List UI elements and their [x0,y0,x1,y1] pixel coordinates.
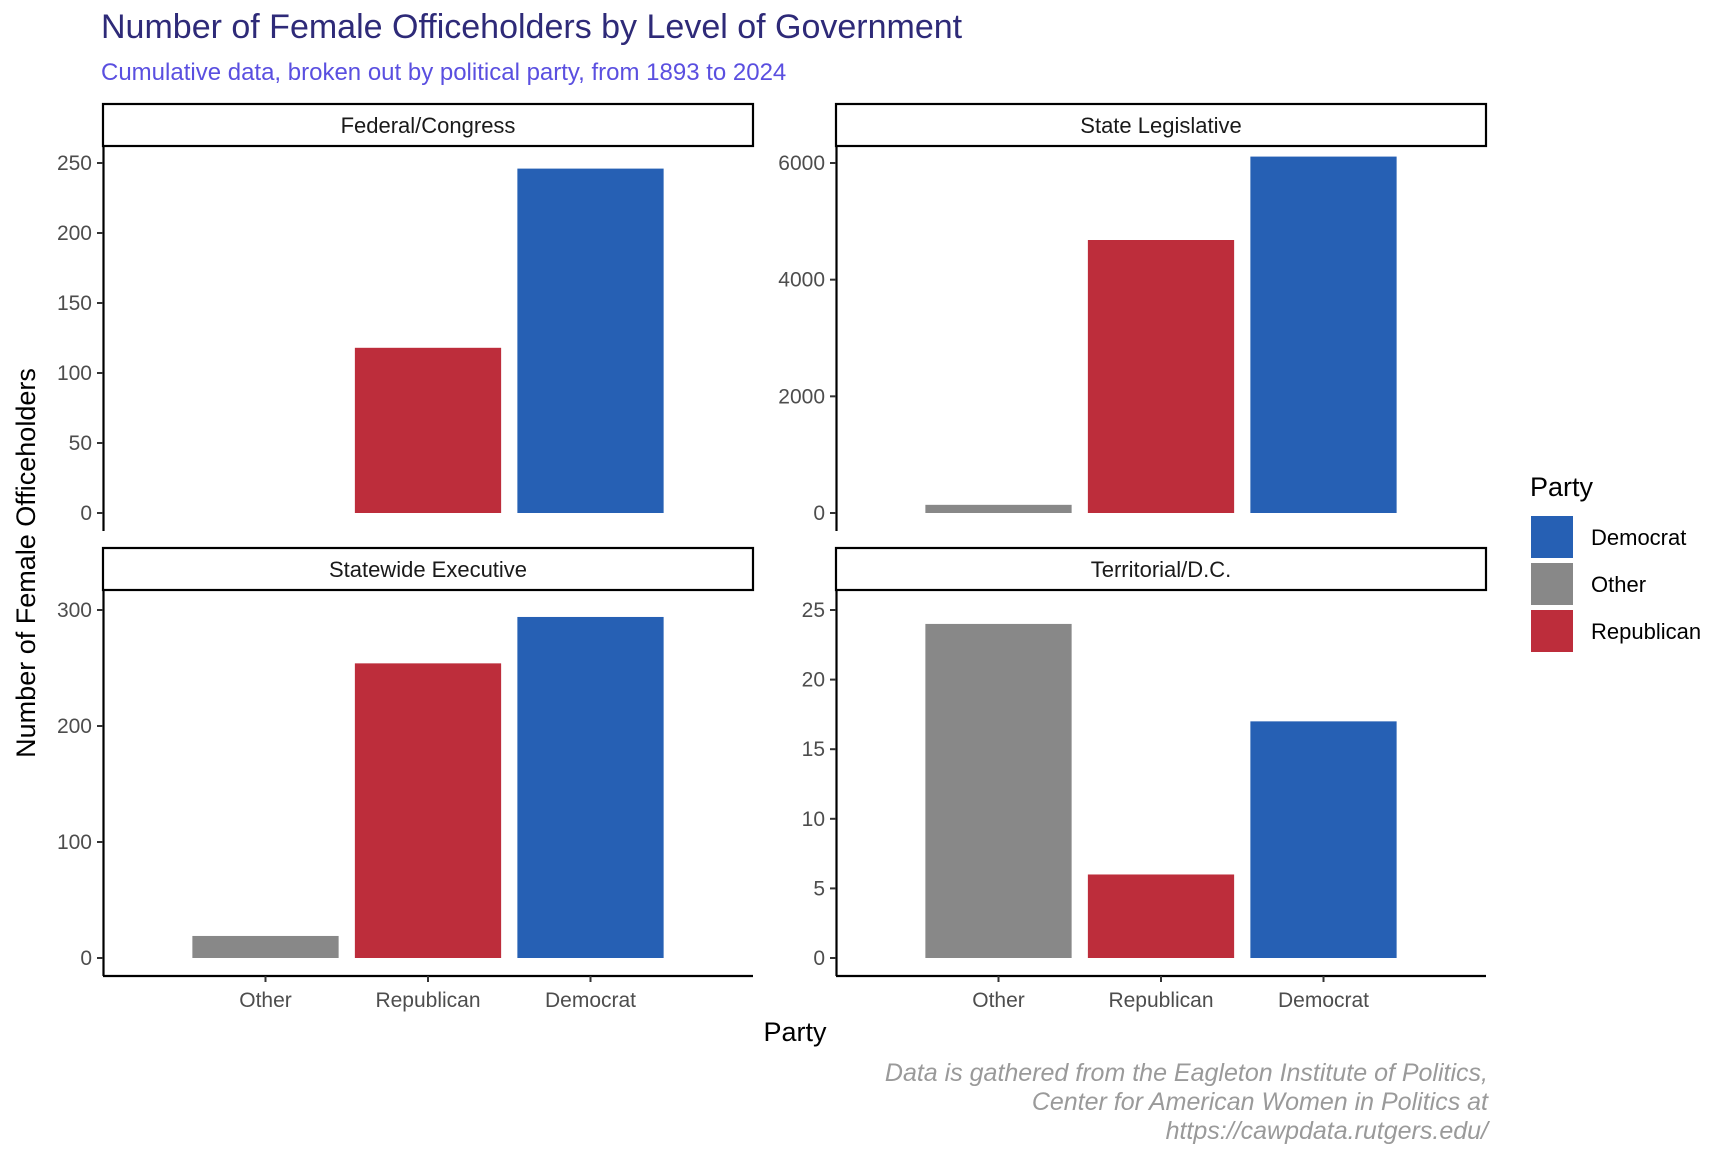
y-tick-label: 100 [57,362,92,385]
y-tick-label: 20 [802,669,825,692]
y-tick-label: 15 [802,738,825,761]
y-tick-label: 5 [813,877,825,900]
bar-statewide-executive-other [192,935,339,958]
facet-strip [834,546,1488,592]
y-tick-label: 0 [813,947,825,970]
facet-federal-congress: Federal/Congress 0 50 100 150 200 250 [57,102,755,531]
x-tick-label: Other [239,989,292,1012]
x-tick-label: Republican [375,989,480,1012]
chart-title: Number of Female Officeholders by Level … [101,8,963,46]
bar-state-legislative-republican [1087,240,1235,513]
x-tick-label: Other [972,989,1025,1012]
legend: Party Democrat Other Republican [1530,472,1701,652]
caption: Data is gathered from the Eagleton Insti… [885,1059,1491,1145]
legend-label-democrat: Democrat [1591,525,1686,550]
y-tick-label: 200 [57,715,92,738]
caption-line-2: Center for American Women in Politics at [1032,1088,1489,1116]
caption-line-3: https://cawpdata.rutgers.edu/ [1166,1117,1491,1145]
y-tick-label: 6000 [778,152,825,175]
legend-label-republican: Republican [1591,619,1701,644]
y-tick-label: 25 [802,599,825,622]
y-tick-label: 4000 [778,269,825,292]
x-tick-label: Democrat [545,989,636,1012]
x-tick-label: Republican [1108,989,1213,1012]
legend-title: Party [1530,472,1594,502]
bar-statewide-executive-democrat [517,616,664,958]
y-tick-label: 0 [80,947,92,970]
y-tick-label: 50 [69,432,92,455]
y-axis-title: Number of Female Officeholders [11,368,41,758]
y-tick-label: 150 [57,292,92,315]
facet-label: State Legislative [1080,113,1241,138]
facet-label: Territorial/D.C. [1091,557,1232,582]
y-tick-label: 2000 [778,385,825,408]
bar-territorial-d-c-democrat [1250,721,1397,958]
bar-state-legislative-democrat [1250,156,1397,514]
facet-strip [101,546,755,592]
legend-key-other [1531,563,1573,605]
facet-strip [101,102,755,148]
y-tick-label: 10 [802,808,825,831]
legend-key-republican [1531,610,1573,652]
facet-strip [834,102,1488,148]
bar-federal-congress-democrat [517,168,664,513]
bar-state-legislative-other [925,504,1072,513]
bar-statewide-executive-republican [354,663,502,958]
legend-key-democrat [1531,516,1573,558]
facet-territorial-d-c: Territorial/D.C. 0 5 10 15 20 25 Other Republica… [802,546,1488,1012]
facet-label: Federal/Congress [341,113,516,138]
y-tick-label: 100 [57,831,92,854]
bar-territorial-d-c-republican [1087,874,1235,958]
y-tick-label: 250 [57,152,92,175]
facet-label: Statewide Executive [329,557,527,582]
x-tick-label: Democrat [1278,989,1369,1012]
bar-territorial-d-c-other [925,623,1072,958]
bar-federal-congress-republican [354,347,502,513]
y-tick-label: 0 [813,502,825,525]
y-tick-label: 300 [57,599,92,622]
legend-label-other: Other [1591,572,1646,597]
chart-subtitle: Cumulative data, broken out by political… [101,59,786,86]
caption-line-1: Data is gathered from the Eagleton Insti… [885,1059,1488,1087]
facet-statewide-executive: Statewide Executive 0 100 200 300 Other Republ… [57,546,755,1012]
y-tick-label: 0 [80,502,92,525]
y-tick-label: 200 [57,222,92,245]
x-axis-title: Party [763,1017,827,1047]
facet-state-legislative: State Legislative 0 2000 4000 6000 [778,102,1488,531]
